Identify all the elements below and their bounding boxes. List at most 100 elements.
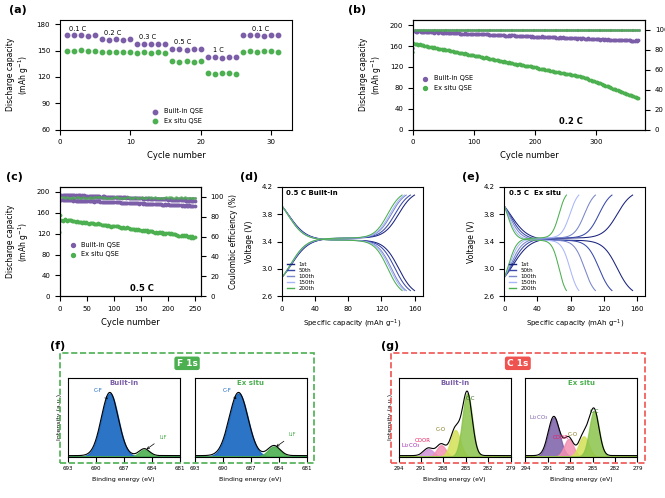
Point [524,32,535,40]
Point [167,194,178,202]
Point [579,26,589,34]
Point [613,87,624,95]
Point [508,31,519,39]
Point [158,195,168,203]
Point [424,43,435,51]
Point [630,26,640,34]
Point [63,194,74,202]
Point [62,196,72,204]
Point [143,195,154,203]
Text: 0.5 C  Ex situ: 0.5 C Ex situ [509,190,561,196]
Point [444,29,454,37]
Point [572,35,583,43]
Point [602,82,613,90]
Point [174,45,185,53]
Text: Built-in: Built-in [109,380,138,386]
Point [182,194,192,202]
Point [562,26,573,34]
Point [500,26,511,34]
Point [620,36,630,44]
Point [71,218,82,226]
Point [152,201,163,209]
Point [102,193,112,201]
Point [134,194,145,202]
Point [463,51,473,59]
Point [585,76,596,84]
Point [438,29,448,37]
Point [515,26,525,34]
Point [471,52,482,60]
Point [600,26,611,34]
Point [93,198,104,206]
Point [176,196,187,204]
Point [130,193,140,201]
Text: (g): (g) [380,341,399,351]
Point [518,61,529,69]
Point [434,45,444,53]
Point [85,192,96,200]
Point [608,26,618,34]
Point [108,198,119,206]
Point [102,222,112,230]
Point [602,26,613,34]
Point [539,33,549,41]
Text: (e): (e) [462,172,480,182]
Point [617,26,628,34]
Point [469,26,479,34]
Point [559,26,569,34]
Point [81,197,92,205]
Point [110,193,121,201]
Point [560,34,571,42]
Point [119,199,130,207]
Point [83,197,94,205]
Point [436,45,447,53]
Point [426,26,437,34]
Legend: 1st, 50th, 100th, 150th, 200th: 1st, 50th, 100th, 150th, 200th [507,260,539,294]
Point [65,216,75,224]
Point [190,194,200,202]
Point [68,197,78,205]
Point [216,54,227,62]
Point [604,26,615,34]
Point [529,26,540,34]
Point [71,197,82,205]
Point [544,26,555,34]
Point [142,226,152,234]
Point [481,26,492,34]
Point [575,26,586,34]
Point [496,26,507,34]
Point [152,194,163,202]
Point [555,26,565,34]
Point [123,224,134,232]
Point [174,194,184,202]
Point [589,77,600,85]
Point [102,193,113,201]
X-axis label: Specific capacity (mAh g$^{-1}$): Specific capacity (mAh g$^{-1}$) [303,318,402,330]
Point [154,229,164,237]
Point [440,26,450,34]
Point [144,227,154,235]
Point [420,27,431,35]
Point [556,33,567,41]
Point [477,53,487,61]
Point [188,58,199,66]
Point [587,77,597,85]
Point [593,26,604,34]
Point [428,44,438,52]
Point [167,45,178,53]
Point [90,47,100,55]
Point [408,44,419,52]
Point [96,193,106,201]
Point [178,231,189,239]
Point [444,46,454,54]
Point [425,26,436,34]
Point [81,194,92,202]
Point [57,217,68,225]
Point [142,200,152,208]
Point [561,70,571,78]
Point [137,195,148,203]
Point [612,36,623,44]
Point [141,194,152,202]
Point [92,197,102,205]
Point [183,233,194,241]
